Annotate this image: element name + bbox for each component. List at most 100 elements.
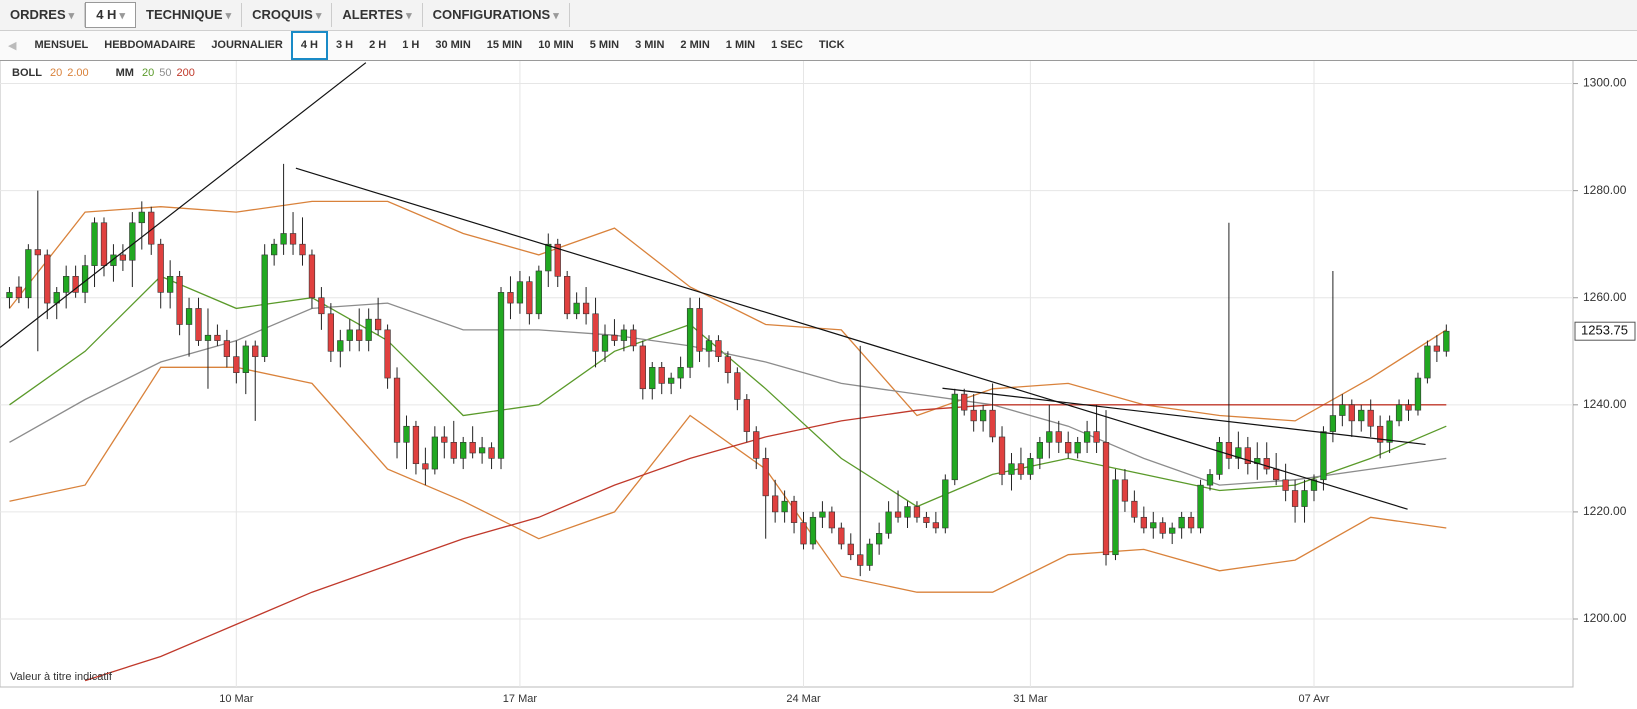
timeframe-button[interactable]: JOURNALIER bbox=[211, 39, 283, 51]
trend-line bbox=[0, 62, 367, 349]
y-tick-label: 1300.00 bbox=[1583, 76, 1627, 90]
candle-body bbox=[1140, 516, 1147, 529]
trend-line bbox=[942, 387, 1426, 446]
timeframe-button[interactable]: 3 MIN bbox=[635, 39, 665, 51]
candle-body bbox=[1235, 447, 1242, 459]
candle-body bbox=[696, 308, 703, 352]
candle-body bbox=[441, 436, 448, 443]
timeframe-button[interactable]: 3 H bbox=[335, 39, 354, 51]
candle-body bbox=[601, 334, 609, 352]
menu-item[interactable]: TECHNIQUE bbox=[136, 3, 243, 27]
candle-body bbox=[289, 233, 297, 245]
menu-item[interactable]: ORDRES bbox=[0, 3, 86, 27]
timeframe-button[interactable]: 30 MIN bbox=[435, 39, 471, 51]
timeframe-button[interactable]: 2 H bbox=[369, 39, 387, 51]
candle-body bbox=[1150, 522, 1157, 529]
candle-body bbox=[582, 302, 590, 315]
candle-body bbox=[119, 254, 127, 261]
candle-body bbox=[620, 329, 628, 341]
candle-body bbox=[261, 254, 268, 357]
candle-body bbox=[1358, 409, 1365, 422]
candle-body bbox=[857, 554, 864, 566]
candle-body bbox=[1197, 484, 1204, 529]
candle-body bbox=[25, 249, 32, 299]
timeframe-button[interactable]: 10 MIN bbox=[538, 39, 574, 51]
candle-body bbox=[1395, 404, 1403, 422]
candle-body bbox=[1131, 500, 1138, 518]
candle-body bbox=[564, 276, 571, 315]
timeframe-button[interactable]: 5 MIN bbox=[589, 39, 620, 51]
scroll-left[interactable]: ◀ bbox=[8, 40, 17, 52]
timeframe-button[interactable]: TICK bbox=[818, 39, 845, 51]
candle-body bbox=[942, 479, 949, 529]
y-tick-label: 1260.00 bbox=[1583, 290, 1627, 304]
timeframe-button[interactable]: 1 SEC bbox=[771, 39, 803, 51]
y-tick-label: 1200.00 bbox=[1583, 611, 1627, 625]
candle-body bbox=[838, 527, 845, 545]
candle-body bbox=[393, 377, 401, 443]
candle-body bbox=[280, 233, 287, 245]
candle-body bbox=[876, 533, 883, 545]
menu-item[interactable]: ALERTES bbox=[332, 3, 423, 27]
candle-body bbox=[1424, 345, 1431, 379]
indicator-line bbox=[84, 404, 1447, 682]
candle-body bbox=[185, 308, 193, 325]
candle-body bbox=[356, 329, 363, 341]
candle-body bbox=[497, 292, 505, 459]
timeframe-button[interactable]: HEBDOMADAIRE bbox=[104, 39, 196, 51]
legend-param: 20 bbox=[142, 67, 154, 79]
candle-body bbox=[1414, 377, 1422, 411]
timeframe-button[interactable]: 1 MIN bbox=[725, 39, 756, 51]
trend-line bbox=[295, 167, 1408, 510]
candle-body bbox=[469, 442, 476, 454]
candle-body bbox=[1263, 458, 1270, 470]
candle-body bbox=[592, 313, 599, 352]
candle-body bbox=[110, 254, 117, 266]
candle-body bbox=[516, 281, 524, 304]
candle-body bbox=[233, 356, 240, 373]
menu-item[interactable]: CROQUIS bbox=[242, 3, 333, 27]
candle-body bbox=[1282, 479, 1289, 491]
timeframe-button[interactable]: 1 H bbox=[402, 39, 420, 51]
candle-body bbox=[1310, 479, 1318, 491]
candle-body bbox=[412, 425, 420, 465]
candle-body bbox=[1121, 479, 1129, 502]
candle-body bbox=[1339, 404, 1346, 416]
menu-item[interactable]: CONFIGURATIONS bbox=[423, 3, 570, 27]
candle-body bbox=[1017, 463, 1025, 475]
timeframe-button[interactable]: MENSUEL bbox=[34, 39, 89, 51]
candle-body bbox=[214, 334, 221, 341]
timeframe-button[interactable]: 4 H bbox=[290, 31, 328, 60]
timeframe-button[interactable]: 15 MIN bbox=[486, 39, 523, 51]
menu-item[interactable]: 4 H bbox=[85, 2, 137, 28]
candle-body bbox=[790, 500, 798, 523]
candle-body bbox=[573, 302, 580, 315]
candle-body bbox=[15, 286, 23, 299]
candle-body bbox=[1273, 468, 1280, 481]
candle-body bbox=[299, 243, 306, 256]
main-toolbar: ORDRES4 HTECHNIQUECROQUISALERTESCONFIGUR… bbox=[0, 0, 1637, 31]
candle-body bbox=[1377, 425, 1384, 443]
candle-body bbox=[72, 276, 79, 293]
legend-param: 200 bbox=[176, 67, 194, 79]
candle-body bbox=[488, 447, 495, 459]
candle-body bbox=[63, 276, 70, 293]
candle-body bbox=[1102, 442, 1110, 556]
y-tick-label: 1280.00 bbox=[1583, 183, 1627, 197]
candle-body bbox=[677, 367, 684, 379]
candle-body bbox=[885, 511, 892, 534]
candle-body bbox=[979, 409, 987, 422]
candle-body bbox=[91, 222, 98, 266]
candle-body bbox=[365, 318, 372, 341]
candle-body bbox=[34, 249, 41, 256]
timeframe-button[interactable]: 2 MIN bbox=[680, 39, 710, 51]
candle-body bbox=[913, 506, 921, 518]
candle-body bbox=[998, 436, 1006, 475]
candle-body bbox=[157, 243, 164, 293]
candle-body bbox=[176, 276, 183, 325]
candle-body bbox=[1348, 404, 1355, 422]
candle-body bbox=[1046, 431, 1053, 443]
candle-body bbox=[951, 393, 958, 481]
candle-body bbox=[195, 308, 202, 341]
